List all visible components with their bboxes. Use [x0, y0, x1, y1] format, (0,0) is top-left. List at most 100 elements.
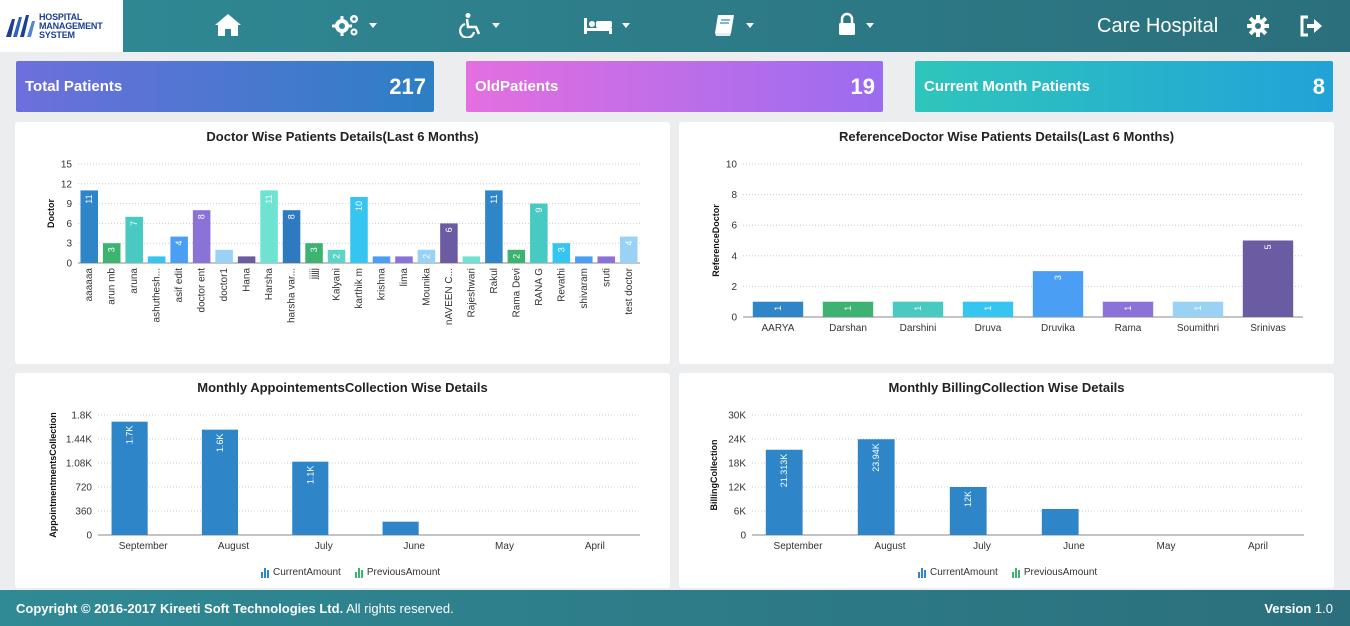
chart-bar[interactable]	[575, 256, 593, 263]
chart-bar[interactable]	[619, 236, 638, 263]
bar-value-label: 2	[332, 254, 342, 259]
chart-bar[interactable]	[80, 190, 99, 263]
logout-button[interactable]	[1298, 14, 1324, 43]
bar-value-label: 21.313K	[779, 454, 789, 488]
y-tick-label: 3	[66, 239, 72, 250]
bar-chart-icon	[1011, 567, 1020, 578]
nav-beds-menu[interactable]	[582, 8, 630, 42]
chart-bar[interactable]	[892, 301, 944, 317]
chart-bar[interactable]	[1102, 301, 1154, 317]
chart-bar[interactable]	[111, 421, 148, 535]
x-tick-label: Soumithri	[1177, 323, 1219, 334]
nav-records-menu[interactable]	[712, 8, 754, 42]
chart-bar[interactable]	[192, 210, 211, 263]
chart-bar[interactable]	[201, 429, 239, 535]
y-tick-label: 1.44K	[66, 435, 92, 446]
settings-button[interactable]	[1246, 14, 1270, 43]
bar-value-label: 1	[1193, 306, 1203, 311]
chevron-down-icon	[746, 22, 754, 28]
chart-bar[interactable]	[857, 439, 895, 535]
bar-value-label: 6	[444, 227, 454, 232]
chart-bar[interactable]	[765, 449, 803, 535]
chart-bar[interactable]	[102, 243, 121, 263]
chart-bar[interactable]	[1242, 240, 1294, 318]
nav-security-menu[interactable]	[836, 8, 874, 42]
legend-current[interactable]: CurrentAmount	[261, 567, 341, 578]
chart-bar[interactable]	[417, 249, 436, 263]
legend-previous[interactable]: PreviousAmount	[354, 567, 441, 578]
bar-value-label: 5	[1263, 245, 1273, 250]
stat-value: 8	[1312, 73, 1325, 99]
chart-bar[interactable]	[372, 256, 391, 263]
x-tick-label: karthik m	[354, 268, 365, 309]
chart-bar[interactable]	[147, 256, 166, 263]
x-tick-label: Rama	[1115, 323, 1142, 334]
chart-bar[interactable]	[395, 256, 413, 263]
nav-settings-menu[interactable]	[331, 8, 377, 42]
chart-bar[interactable]	[170, 236, 188, 263]
chart-bar[interactable]	[462, 256, 481, 263]
chart-bar[interactable]	[215, 249, 233, 263]
x-tick-label: Kalyani	[332, 268, 343, 301]
chart-bar[interactable]	[350, 197, 368, 263]
y-tick-label: 0	[66, 259, 72, 270]
chart-bar[interactable]	[382, 521, 419, 535]
x-tick-label: asif edit	[174, 268, 185, 303]
y-tick-label: 18K	[728, 459, 746, 470]
chart-bar[interactable]	[752, 301, 804, 317]
y-tick-label: 12	[61, 179, 73, 190]
total-patients-card[interactable]: Total Patients 217	[16, 61, 434, 112]
legend-label: PreviousAmount	[366, 567, 441, 578]
chart-bar[interactable]	[1041, 509, 1079, 535]
bar-value-label: 3	[556, 247, 566, 252]
y-tick-label: 0	[731, 313, 737, 324]
chart-bar[interactable]	[125, 216, 143, 263]
y-axis-label: BillingCollection	[709, 440, 719, 511]
x-tick-label: arun mb	[107, 268, 118, 305]
chart-bar[interactable]	[1032, 271, 1084, 317]
chevron-down-icon	[622, 22, 630, 28]
legend-label: PreviousAmount	[1023, 567, 1098, 578]
billing-chart: 0 6K 12K 18K 24K 30K BillingCollection 21.313K S…	[709, 411, 1304, 552]
chart-bar[interactable]	[292, 461, 329, 535]
chart-bar[interactable]	[282, 210, 301, 263]
x-tick-label: Harsha	[264, 268, 275, 301]
old-patients-card[interactable]: OldPatients 19	[466, 61, 883, 112]
current-month-patients-card[interactable]: Current Month Patients 8	[915, 61, 1333, 112]
chart-bar[interactable]	[305, 243, 323, 263]
y-axis-label: ReferenceDoctor	[711, 204, 721, 277]
chart-bar[interactable]	[440, 223, 458, 263]
chart-bar[interactable]	[1172, 301, 1224, 317]
chart-bar[interactable]	[962, 301, 1014, 317]
lock-icon	[839, 12, 855, 35]
x-tick-label: ashuthesh...	[152, 268, 163, 322]
bar-value-label: 9	[534, 208, 544, 213]
x-tick-label: doctor ent	[197, 268, 208, 313]
chart-bar[interactable]	[530, 203, 548, 263]
nav-patients-menu[interactable]	[458, 8, 500, 42]
chart-bar[interactable]	[485, 190, 503, 263]
nav-home[interactable]	[213, 8, 243, 42]
chart-bar[interactable]	[822, 301, 874, 317]
panel-title: Doctor Wise Patients Details(Last 6 Mont…	[206, 129, 479, 144]
chart-bar[interactable]	[507, 249, 526, 263]
x-tick-label: aaaaaa	[84, 268, 95, 302]
chart-bar[interactable]	[237, 256, 256, 263]
logo[interactable]: HOSPITAL MANAGEMENT SYSTEM	[0, 0, 123, 52]
chart-bar[interactable]	[949, 487, 987, 535]
x-tick-label: May	[1157, 541, 1176, 552]
bar-value-label: 3	[309, 247, 319, 252]
legend-previous[interactable]: PreviousAmount	[1011, 567, 1098, 578]
footer: Copyright © 2016-2017 Kireeti Soft Techn…	[0, 590, 1350, 626]
bar-value-label: 12K	[963, 491, 973, 507]
panel-title: Monthly BillingCollection Wise Details	[888, 380, 1125, 395]
chart-bar[interactable]	[327, 249, 346, 263]
y-tick-label: 30K	[728, 411, 746, 422]
bar-value-label: 1	[983, 306, 993, 311]
bar-value-label: 2	[511, 254, 521, 259]
chart-bar[interactable]	[597, 256, 616, 263]
chart-bar[interactable]	[260, 190, 278, 263]
y-tick-label: 9	[66, 199, 72, 210]
chart-bar[interactable]	[552, 243, 571, 263]
legend-current[interactable]: CurrentAmount	[918, 567, 998, 578]
